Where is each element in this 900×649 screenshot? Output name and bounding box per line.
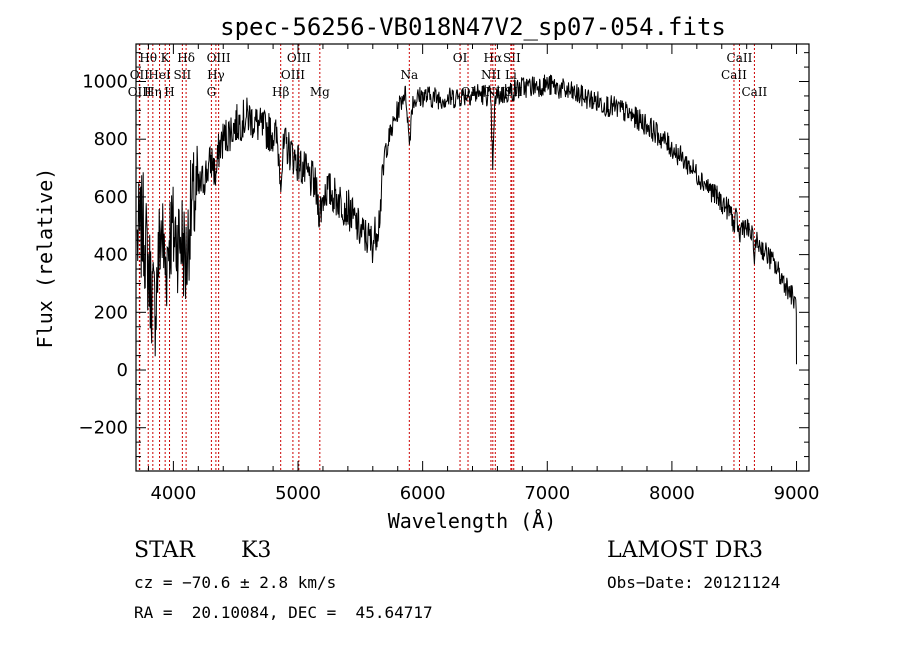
marker-label: Li	[505, 68, 517, 82]
spectrum-chart: spec-56256-VB018N47V2_sp07-054.fits Hθ OI…	[33, 13, 820, 533]
marker-label: Hθ	[139, 51, 157, 65]
x-tick-label: 7000	[524, 483, 570, 504]
redshift-text: cz = −70.6 ± 2.8 km/s	[134, 573, 337, 592]
marker-label: CaII	[741, 85, 767, 99]
marker-label: NII	[481, 68, 501, 82]
x-axis: 4000 5000 6000 7000 8000 9000	[147, 44, 820, 504]
y-tick-label: 400	[94, 245, 128, 266]
marker-label: G	[207, 85, 217, 99]
marker-label: SII	[503, 51, 521, 65]
x-tick-label: 5000	[275, 483, 321, 504]
marker-label: OIII	[281, 68, 305, 82]
x-tick-label: 6000	[400, 483, 446, 504]
spectrum-line	[136, 74, 797, 365]
coordinates-text: RA = 20.10084, DEC = 45.64717	[134, 603, 433, 622]
y-tick-label: 0	[117, 360, 128, 381]
marker-label: K	[161, 51, 171, 65]
y-tick-label: 600	[94, 187, 128, 208]
x-tick-label: 8000	[649, 483, 695, 504]
marker-label: OII	[130, 68, 150, 82]
marker-label: Hβ	[272, 85, 289, 99]
obs-date-text: Obs−Date: 20121124	[607, 573, 781, 592]
marker-label: OIII	[287, 51, 311, 65]
y-tick-label: 1000	[82, 72, 128, 93]
y-tick-label: −200	[79, 418, 128, 439]
marker-label: H	[164, 85, 174, 99]
marker-label: OIII	[128, 85, 152, 99]
marker-label: OIII	[207, 51, 231, 65]
y-tick-label: 800	[94, 129, 128, 150]
marker-label: Na	[400, 68, 418, 82]
marker-label: Hγ	[207, 68, 225, 82]
x-axis-label: Wavelength (Å)	[388, 509, 557, 533]
object-subclass: K3	[241, 538, 272, 563]
marker-label: Hα	[484, 51, 503, 65]
marker-label: CaII	[721, 68, 747, 82]
y-tick-label: 200	[94, 302, 128, 323]
marker-label: SII	[174, 68, 192, 82]
marker-label: Mg	[310, 85, 330, 99]
marker-label: OI	[453, 51, 468, 65]
y-axis-label: Flux (relative)	[33, 168, 57, 349]
y-axis: −200 0 200 400 600 800 1000	[79, 52, 809, 458]
survey-name: LAMOST DR3	[607, 538, 763, 563]
chart-title: spec-56256-VB018N47V2_sp07-054.fits	[220, 13, 726, 41]
marker-label: Hη	[144, 85, 162, 99]
marker-label: Hδ	[177, 51, 195, 65]
object-class: STAR	[134, 538, 195, 563]
x-tick-label: 9000	[774, 483, 820, 504]
marker-label: HeI	[148, 68, 171, 82]
marker-label: CaII	[727, 51, 753, 65]
x-tick-label: 4000	[150, 483, 196, 504]
